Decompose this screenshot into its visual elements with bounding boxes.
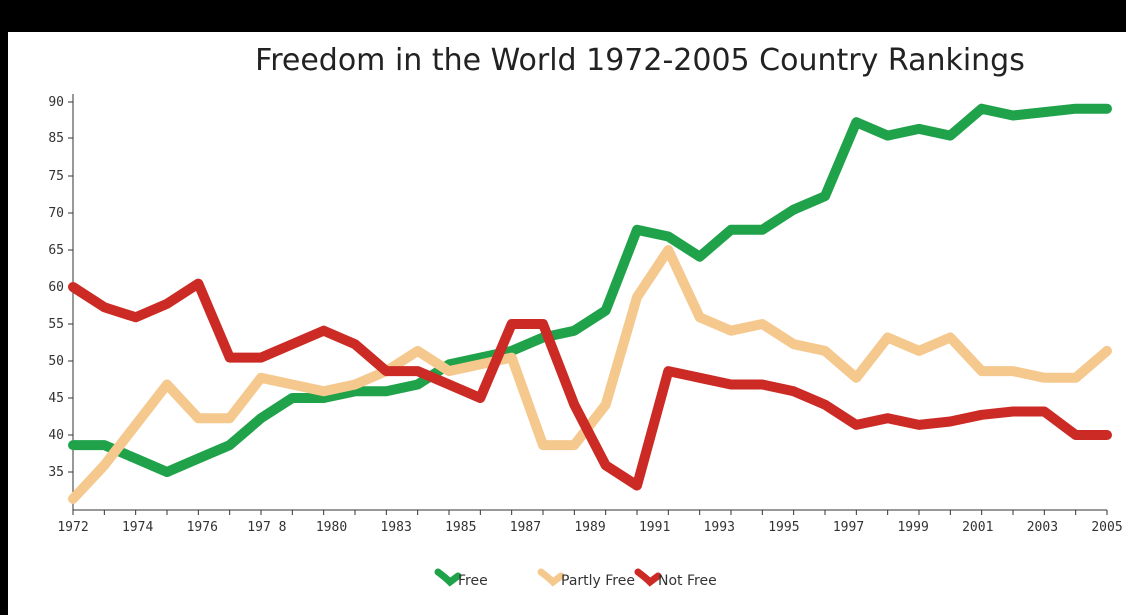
x-tick-label: 1972 [57, 520, 88, 535]
x-tick-label: 1983 [380, 520, 411, 535]
x-tick-label: 1997 [833, 520, 864, 535]
x-tick-label: 2003 [1027, 520, 1058, 535]
series-line-partly-free [68, 245, 1112, 504]
chart-title: Freedom in the World 1972-2005 Country R… [255, 43, 1025, 78]
y-tick-label: 85 [48, 131, 64, 146]
x-tick-label: 197 8 [247, 520, 286, 535]
x-tick-label: 2001 [962, 520, 993, 535]
legend-label-partly-free: Partly Free [561, 573, 635, 589]
legend-label-not-free: Not Free [658, 573, 717, 589]
y-tick-label: 90 [48, 95, 64, 110]
x-tick-label: 1989 [574, 520, 605, 535]
y-axis: 90 85 75 70 65 60 55 50 45 40 35 [48, 94, 74, 510]
y-tick-label: 75 [48, 169, 64, 184]
x-tick-label: 1976 [187, 520, 218, 535]
x-tick-label: 1995 [768, 520, 799, 535]
x-tick-label: 1999 [897, 520, 928, 535]
series-lines [68, 103, 1112, 504]
legend-swatch-partly-free [537, 568, 565, 587]
x-tick-label: 1993 [704, 520, 735, 535]
series-line-free [68, 103, 1112, 477]
y-tick-label: 40 [48, 428, 64, 443]
y-tick-label: 55 [48, 317, 64, 332]
y-tick-label: 50 [48, 354, 64, 369]
y-tick-label: 35 [48, 465, 64, 480]
x-tick-label: 1974 [122, 520, 153, 535]
legend-swatch-free [434, 568, 462, 587]
x-tick-label: 1980 [316, 520, 347, 535]
legend-swatch-not-free [634, 568, 662, 587]
x-tick-label: 1985 [445, 520, 476, 535]
chart-svg: Freedom in the World 1972-2005 Country R… [48, 43, 1123, 589]
x-tick-label: 1991 [639, 520, 670, 535]
chart-frame: Freedom in the World 1972-2005 Country R… [8, 32, 1126, 615]
x-tick-label: 1987 [510, 520, 541, 535]
legend: Free Partly Free Not Free [434, 568, 717, 589]
y-tick-label: 60 [48, 280, 64, 295]
x-axis: 1972 1974 1976 197 8 1980 1983 1985 1987 1989 199… [57, 509, 1123, 535]
y-tick-label: 65 [48, 243, 64, 258]
series-line-not-free [68, 278, 1112, 491]
y-tick-label: 45 [48, 391, 64, 406]
y-tick-label: 70 [48, 206, 64, 221]
legend-label-free: Free [458, 573, 488, 589]
x-tick-label: 2005 [1091, 520, 1122, 535]
